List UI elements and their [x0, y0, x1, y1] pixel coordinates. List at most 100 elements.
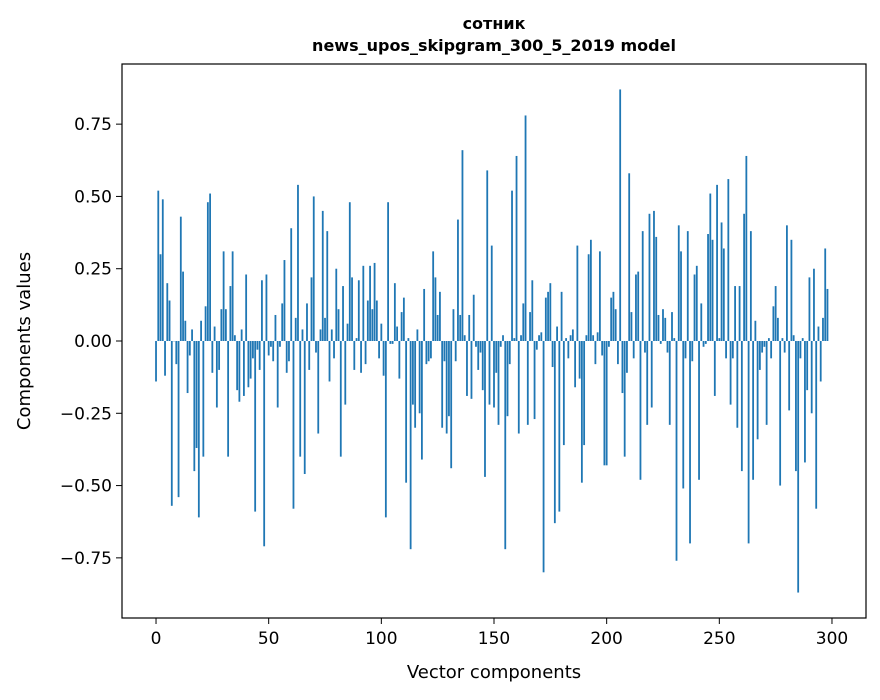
bar-297 — [824, 248, 826, 341]
bar-87 — [351, 277, 353, 341]
bar-114 — [412, 341, 414, 405]
bar-203 — [613, 292, 615, 341]
bar-130 — [448, 341, 450, 416]
bar-129 — [446, 341, 448, 434]
bar-81 — [338, 309, 340, 341]
bar-0 — [155, 341, 157, 381]
bar-155 — [504, 341, 506, 549]
bar-165 — [527, 341, 529, 425]
bar-69 — [311, 277, 313, 341]
bar-199 — [604, 341, 606, 465]
bar-35 — [234, 335, 236, 341]
bar-238 — [691, 341, 693, 361]
bars-group — [155, 89, 828, 592]
bar-62 — [295, 318, 297, 341]
bar-135 — [459, 315, 461, 341]
bar-178 — [556, 327, 558, 341]
bar-107 — [396, 327, 398, 341]
bar-11 — [180, 217, 182, 341]
bar-47 — [261, 280, 263, 341]
bar-144 — [480, 341, 482, 353]
y-tick-label: 0.75 — [74, 115, 112, 135]
bar-122 — [430, 341, 432, 358]
y-tick-label: 0.50 — [74, 187, 112, 207]
bar-235 — [685, 341, 687, 358]
bar-222 — [655, 237, 657, 341]
bar-219 — [649, 214, 651, 341]
bar-274 — [772, 306, 774, 341]
bar-93 — [365, 341, 367, 364]
bar-55 — [279, 341, 281, 347]
bar-77 — [329, 341, 331, 381]
bar-170 — [538, 335, 540, 341]
bar-229 — [671, 312, 673, 341]
bar-121 — [428, 341, 430, 361]
bar-111 — [405, 341, 407, 483]
bar-192 — [588, 254, 590, 341]
bar-211 — [631, 312, 633, 341]
bar-33 — [229, 286, 231, 341]
bar-16 — [191, 329, 193, 341]
bar-267 — [757, 341, 759, 439]
bar-171 — [540, 332, 542, 341]
bar-19 — [198, 341, 200, 517]
bar-163 — [522, 303, 524, 341]
bar-34 — [232, 251, 234, 341]
y-tick-label: 0.25 — [74, 260, 112, 280]
bar-271 — [766, 341, 768, 425]
bar-224 — [660, 341, 662, 344]
bar-103 — [387, 202, 389, 341]
bar-279 — [784, 341, 786, 353]
bar-182 — [565, 338, 567, 341]
bar-156 — [507, 341, 509, 416]
x-tick-label: 300 — [816, 629, 848, 649]
bar-116 — [416, 329, 418, 341]
y-tick-label: −0.75 — [60, 549, 112, 569]
x-tick-label: 250 — [703, 629, 735, 649]
bar-49 — [266, 274, 268, 341]
bar-102 — [385, 341, 387, 517]
bar-141 — [473, 295, 475, 341]
bar-79 — [333, 341, 335, 358]
bar-283 — [793, 335, 795, 341]
x-tick-label: 50 — [258, 629, 280, 649]
bar-15 — [189, 341, 191, 355]
bar-31 — [225, 309, 227, 341]
bar-146 — [484, 341, 486, 477]
bar-223 — [658, 315, 660, 341]
bar-293 — [815, 341, 817, 509]
bar-125 — [437, 315, 439, 341]
bar-52 — [272, 341, 274, 361]
bar-221 — [653, 211, 655, 341]
bar-61 — [293, 341, 295, 509]
bar-9 — [175, 341, 177, 364]
bar-153 — [500, 341, 502, 347]
bar-105 — [392, 341, 394, 344]
bar-86 — [349, 202, 351, 341]
bar-275 — [775, 286, 777, 341]
bar-137 — [464, 335, 466, 341]
bar-133 — [455, 341, 457, 361]
bar-289 — [806, 341, 808, 390]
bar-13 — [184, 321, 186, 341]
bar-152 — [498, 341, 500, 425]
bar-115 — [414, 341, 416, 428]
bar-181 — [563, 341, 565, 445]
bar-99 — [378, 341, 380, 358]
bar-78 — [331, 329, 333, 341]
bar-158 — [511, 191, 513, 341]
bar-64 — [299, 341, 301, 457]
bar-204 — [615, 309, 617, 341]
bar-20 — [200, 321, 202, 341]
bar-167 — [531, 280, 533, 341]
bar-228 — [669, 341, 671, 425]
bar-227 — [667, 341, 669, 353]
bar-210 — [628, 173, 630, 341]
bar-266 — [754, 321, 756, 341]
bar-263 — [748, 341, 750, 543]
bar-287 — [802, 338, 804, 341]
bar-200 — [606, 341, 608, 465]
bar-231 — [676, 341, 678, 561]
y-tick-label: 0.00 — [74, 332, 112, 352]
